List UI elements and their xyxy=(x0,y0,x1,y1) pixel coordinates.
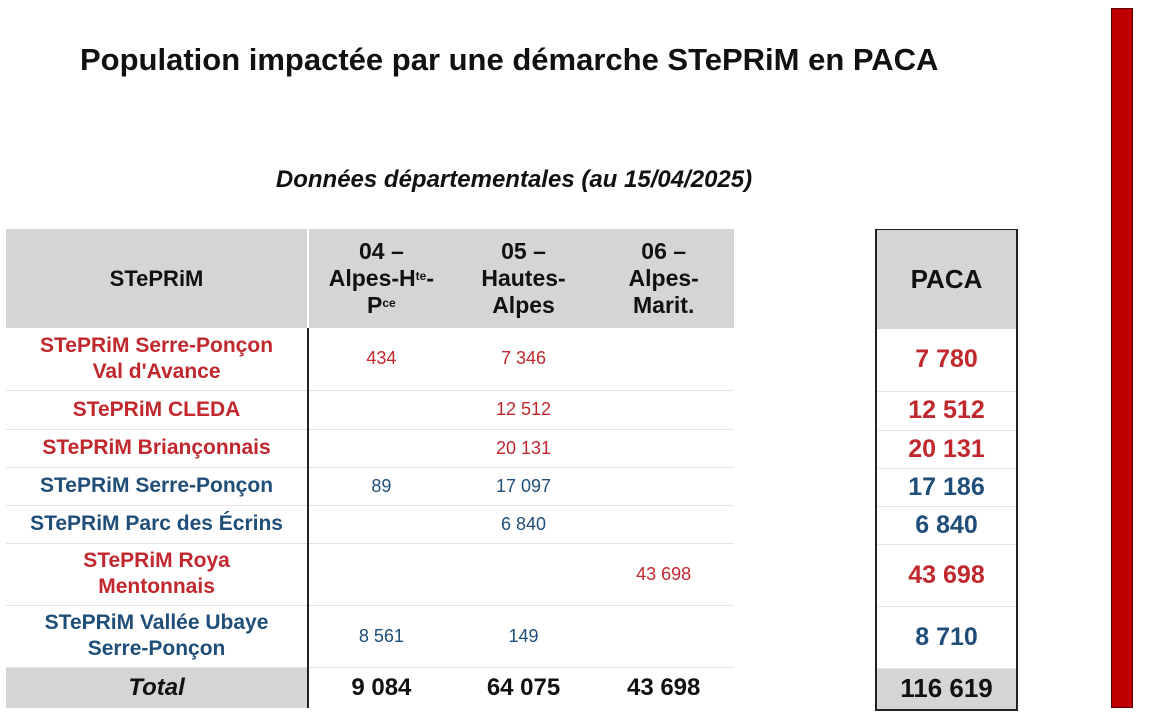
side-accent-bar xyxy=(1111,8,1133,708)
cell-d04 xyxy=(308,429,454,468)
cell-d05: 12 512 xyxy=(453,390,594,430)
header-dept-06: 06 – Alpes- Marit. xyxy=(593,229,734,328)
row-name: STePRiM Roya Mentonnais xyxy=(6,543,310,606)
total-paca: 116 619 xyxy=(875,667,1018,711)
table-row: STePRiM Parc des Écrins 6 840 xyxy=(6,505,734,544)
header-dept-05: 05 – Hautes- Alpes xyxy=(453,229,594,328)
cell-d06 xyxy=(593,605,734,668)
page-title: Population impactée par une démarche STe… xyxy=(80,42,939,77)
table-row: STePRiM Vallée Ubaye Serre-Ponçon 8 561 1… xyxy=(6,605,734,668)
cell-d04 xyxy=(308,390,454,430)
paca-cell: 43 698 xyxy=(875,544,1018,607)
total-d06: 43 698 xyxy=(593,666,734,708)
row-name: STePRiM CLEDA xyxy=(6,390,310,430)
header-steprim: STePRiM xyxy=(6,229,310,328)
cell-d05: 7 346 xyxy=(453,328,594,391)
row-name: STePRiM Briançonnais xyxy=(6,429,310,468)
cell-d05: 17 097 xyxy=(453,467,594,506)
cell-d05: 20 131 xyxy=(453,429,594,468)
cell-d06 xyxy=(593,505,734,544)
total-d05: 64 075 xyxy=(453,666,594,708)
department-table: STePRiM 04 – Alpes-Hte- Pce 05 – Hautes-… xyxy=(6,229,734,708)
table-row: STePRiM CLEDA 12 512 xyxy=(6,390,734,430)
row-name: STePRiM Vallée Ubaye Serre-Ponçon xyxy=(6,605,310,668)
cell-d04 xyxy=(308,505,454,544)
paca-cell: 20 131 xyxy=(875,430,1018,469)
table-row: STePRiM Briançonnais 20 131 xyxy=(6,429,734,468)
header-dept-04: 04 – Alpes-Hte- Pce xyxy=(308,229,454,328)
cell-d05: 149 xyxy=(453,605,594,668)
row-name: STePRiM Parc des Écrins xyxy=(6,505,310,544)
cell-d04: 434 xyxy=(308,328,454,391)
table-row: STePRiM Serre-Ponçon Val d'Avance 434 7 3… xyxy=(6,328,734,391)
cell-d06 xyxy=(593,328,734,391)
cell-d06 xyxy=(593,467,734,506)
page-subtitle: Données départementales (au 15/04/2025) xyxy=(275,166,753,193)
row-name: STePRiM Serre-Ponçon Val d'Avance xyxy=(6,328,310,391)
table-row: STePRiM Serre-Ponçon 89 17 097 xyxy=(6,467,734,506)
total-label: Total xyxy=(6,666,310,708)
cell-d06 xyxy=(593,390,734,430)
paca-cell: 12 512 xyxy=(875,391,1018,431)
paca-table: PACA 7 780 12 512 20 131 17 186 6 840 43… xyxy=(875,229,1018,711)
table-row: STePRiM Roya Mentonnais 43 698 xyxy=(6,543,734,606)
cell-d05 xyxy=(453,543,594,606)
total-d04: 9 084 xyxy=(308,666,454,708)
cell-d04: 89 xyxy=(308,467,454,506)
paca-cell: 8 710 xyxy=(875,606,1018,669)
cell-d06: 43 698 xyxy=(593,543,734,606)
cell-d06 xyxy=(593,429,734,468)
cell-d05: 6 840 xyxy=(453,505,594,544)
paca-cell: 7 780 xyxy=(875,329,1018,392)
total-row: Total 9 084 64 075 43 698 xyxy=(6,666,734,708)
paca-cell: 17 186 xyxy=(875,468,1018,507)
paca-cell: 6 840 xyxy=(875,506,1018,545)
header-paca: PACA xyxy=(875,229,1018,329)
cell-d04 xyxy=(308,543,454,606)
row-name: STePRiM Serre-Ponçon xyxy=(6,467,310,506)
cell-d04: 8 561 xyxy=(308,605,454,668)
